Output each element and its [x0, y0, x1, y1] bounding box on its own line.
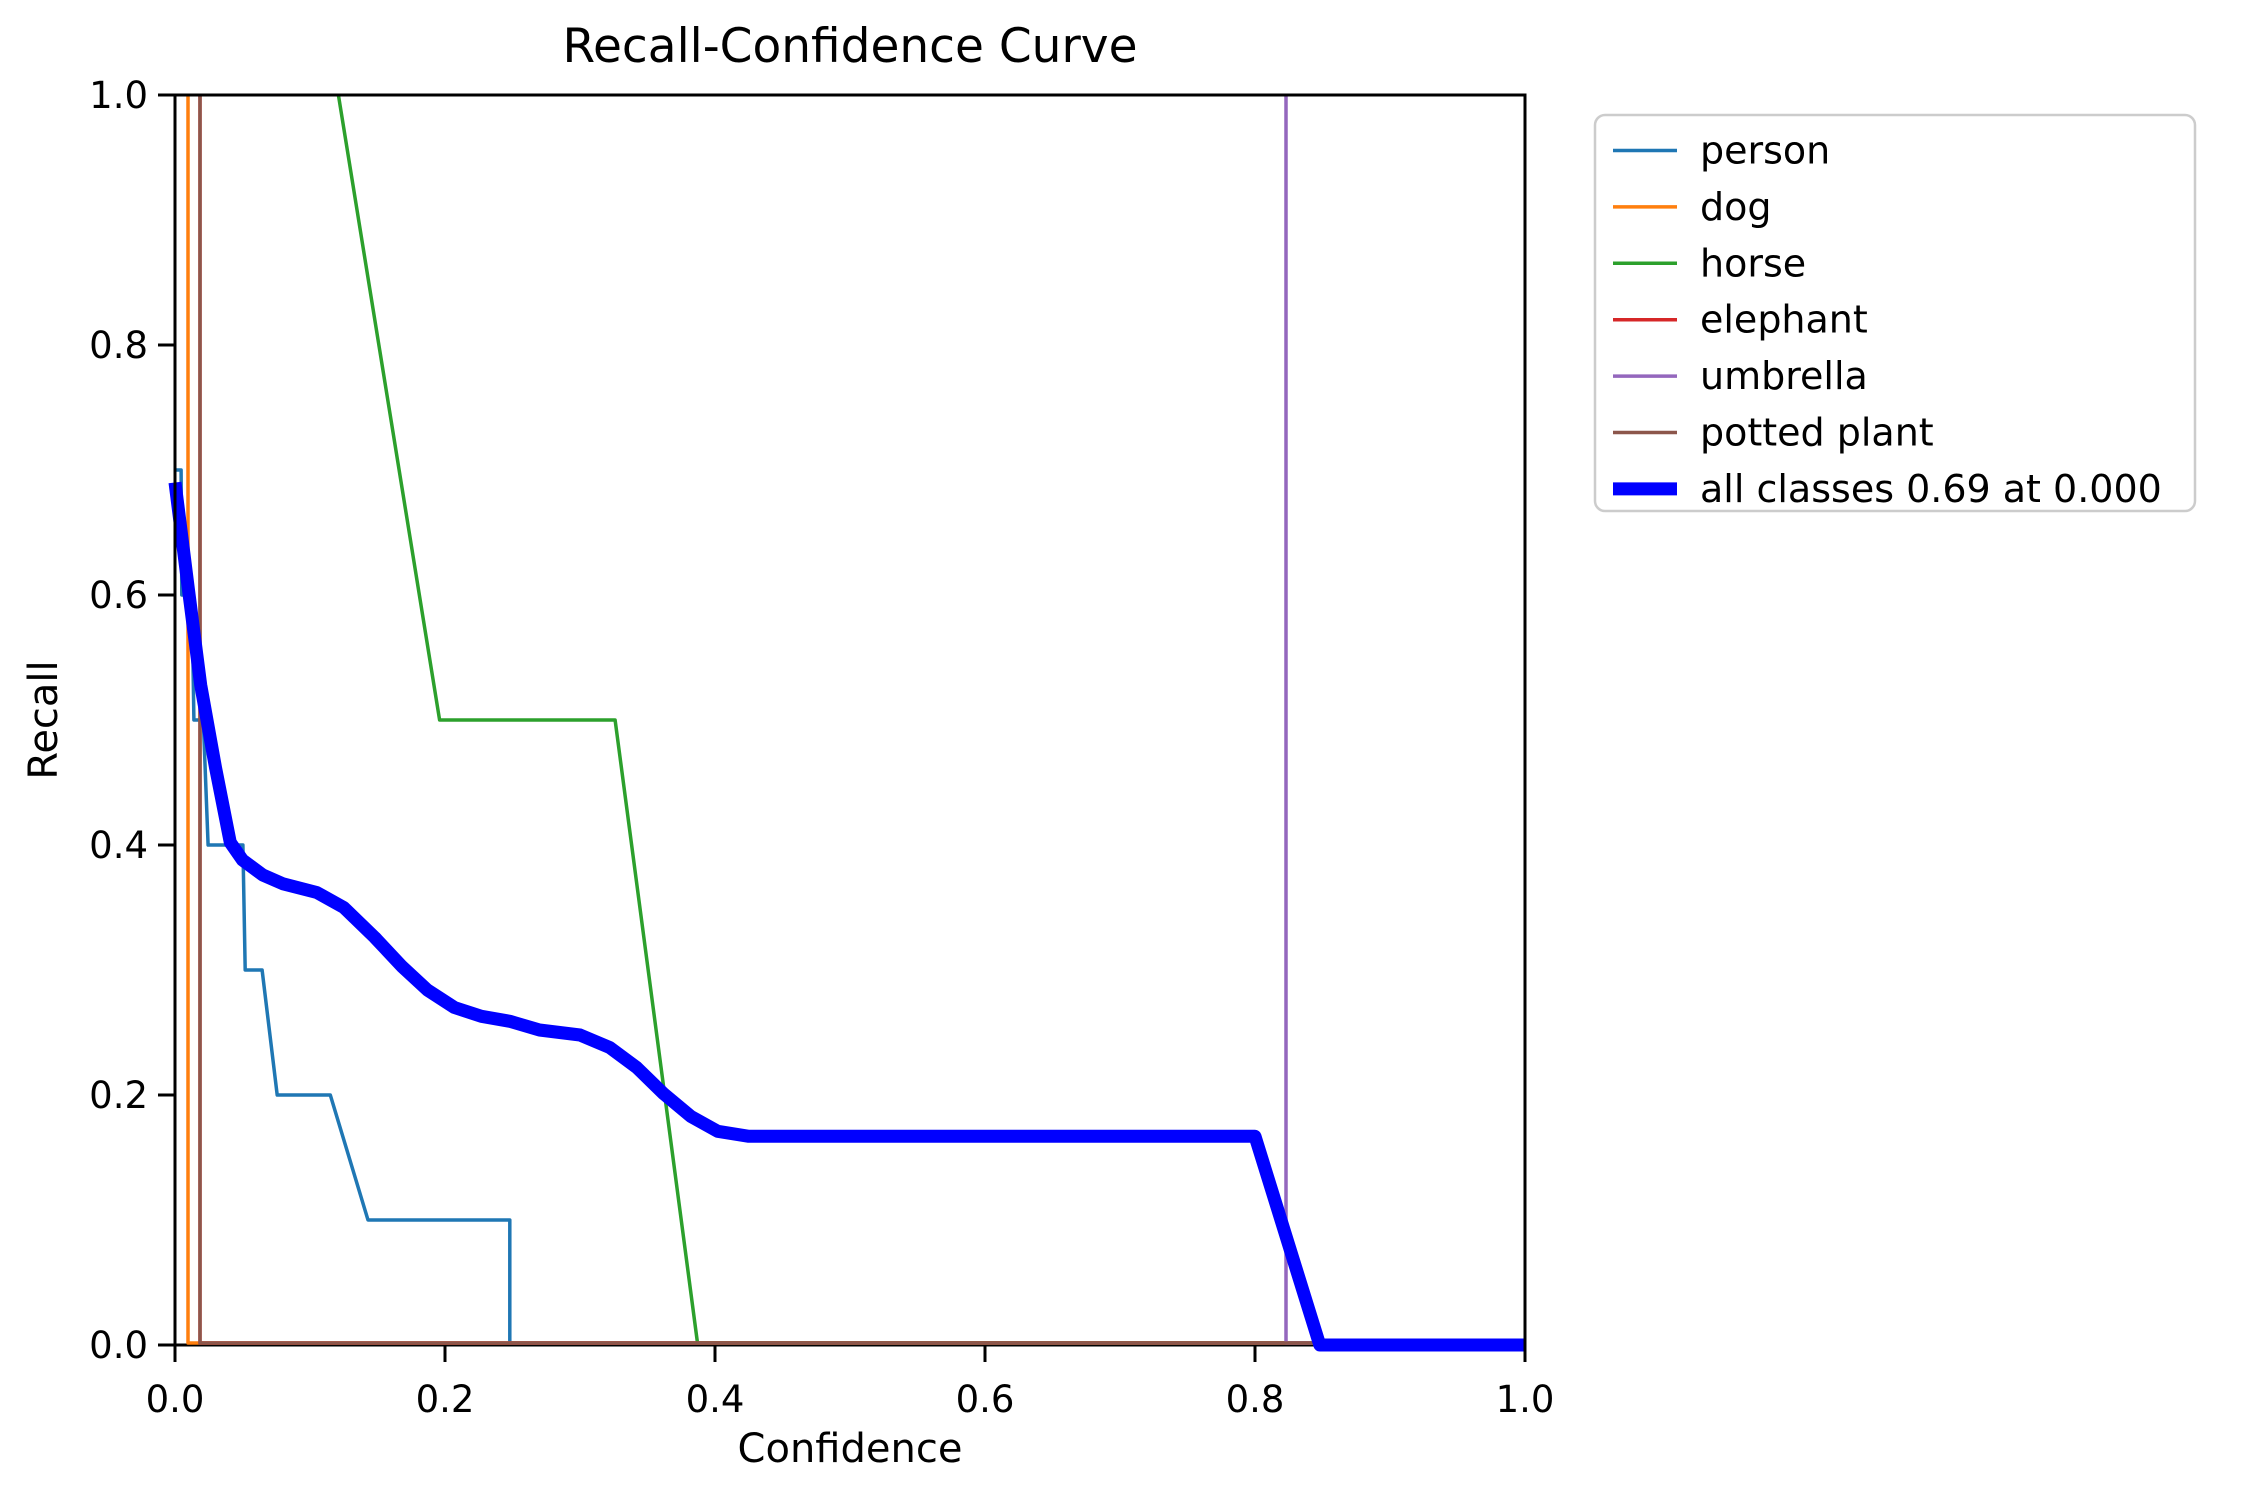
x-tick-label: 0.8	[1226, 1378, 1285, 1421]
y-tick-label: 0.2	[89, 1074, 148, 1117]
legend-label: all classes 0.69 at 0.000	[1700, 467, 2162, 511]
y-tick-label: 1.0	[89, 74, 148, 117]
series-line-potted-plant	[198, 95, 1525, 1345]
legend-item: dog	[1613, 185, 1772, 229]
ticks-group: 0.0 0.2 0.4 0.6 0.8 1.0 0.0 0.2 0.4 0.6 0.8 1.0	[89, 74, 1554, 1421]
x-tick-label: 0.4	[686, 1378, 745, 1421]
legend: person dog horse elephant umbrella potted pla…	[1593, 113, 2197, 513]
x-tick-label: 1.0	[1496, 1378, 1555, 1421]
legend-item: umbrella	[1613, 354, 1868, 398]
legend-item: person	[1613, 129, 1830, 173]
legend-label: elephant	[1700, 298, 1868, 342]
y-tick-label: 0.6	[89, 574, 148, 617]
y-tick-label: 0.4	[89, 824, 148, 867]
series-line-dog	[186, 95, 1525, 1345]
legend-items: person dog horse elephant umbrella potted pla…	[1613, 129, 2162, 511]
legend-item: all classes 0.69 at 0.000	[1613, 467, 2162, 511]
legend-item: horse	[1613, 241, 1806, 285]
legend-label: dog	[1700, 185, 1772, 229]
legend-item: elephant	[1613, 298, 1868, 342]
series-line-person	[175, 468, 1525, 1345]
series-line-elephant	[198, 95, 1525, 1345]
series-group	[168, 94, 1525, 1352]
series-line-umbrella	[1284, 95, 1525, 1345]
legend-box	[1593, 113, 2197, 513]
y-tick-label: 0.0	[89, 1324, 148, 1367]
axes-box	[173, 93, 1527, 1347]
legend-label: horse	[1700, 241, 1806, 285]
x-axis-label: Confidence	[738, 1426, 963, 1472]
legend-item: potted plant	[1613, 411, 1934, 455]
x-tick-label: 0.0	[146, 1378, 205, 1421]
legend-label: potted plant	[1700, 411, 1934, 455]
y-axis-label: Recall	[21, 660, 67, 779]
legend-label: person	[1700, 129, 1830, 173]
chart-title: Recall-Confidence Curve	[562, 19, 1137, 74]
x-tick-label: 0.2	[416, 1378, 475, 1421]
series-line-all-classes-0-69-at-0-000	[168, 481, 1525, 1352]
y-tick-label: 0.8	[89, 324, 148, 367]
legend-label: umbrella	[1700, 354, 1868, 398]
x-tick-label: 0.6	[956, 1378, 1015, 1421]
series-line-horse	[336, 94, 1525, 1345]
